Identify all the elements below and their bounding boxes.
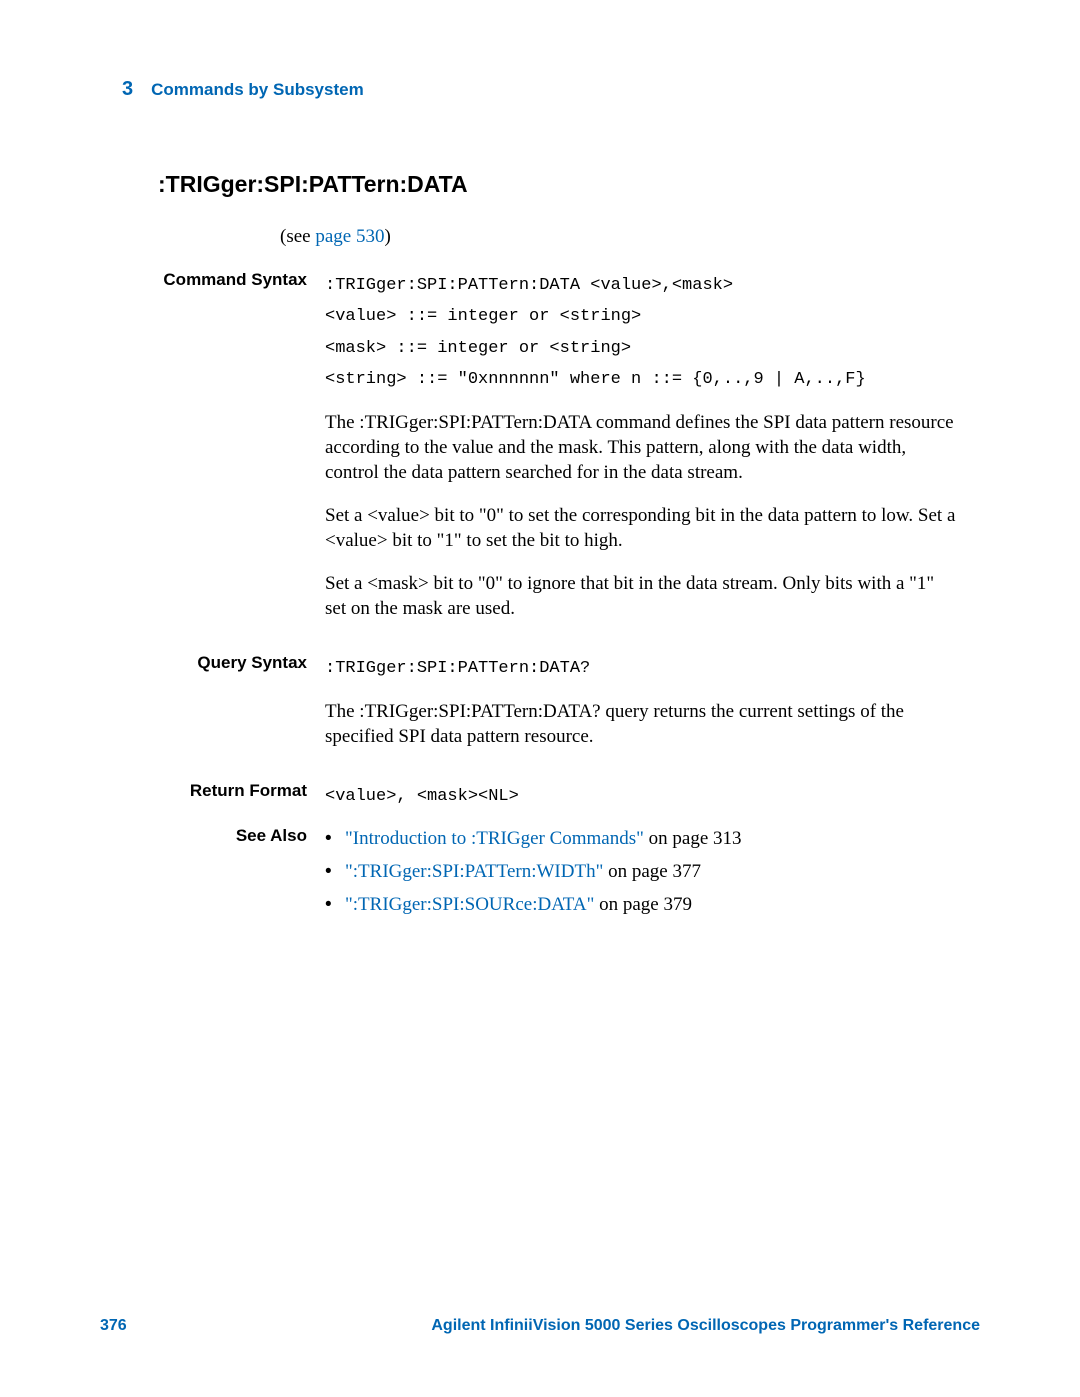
see-also-bullet: • "Introduction to :TRIGger Commands" on…	[325, 826, 960, 851]
page-container: 3 Commands by Subsystem :TRIGger:SPI:PAT…	[0, 0, 1080, 1397]
see-page-reference: (see page 530)	[280, 226, 980, 248]
paragraph-row: The :TRIGger:SPI:PATTern:DATA? query ret…	[100, 699, 980, 767]
see-prefix: (see	[280, 226, 315, 247]
code-line: :TRIGger:SPI:PATTern:DATA?	[325, 653, 960, 684]
see-also-bullet: • ":TRIGger:SPI:PATTern:WIDTh" on page 3…	[325, 859, 960, 884]
body-paragraph: The :TRIGger:SPI:PATTern:DATA? query ret…	[325, 699, 960, 749]
see-also-suffix: on page 379	[594, 894, 692, 915]
see-also-link[interactable]: ":TRIGger:SPI:SOURce:DATA"	[345, 894, 594, 915]
see-suffix: )	[384, 226, 390, 247]
query-syntax-section: Query Syntax :TRIGger:SPI:PATTern:DATA?	[100, 653, 980, 684]
see-page-link[interactable]: page 530	[315, 226, 384, 247]
bullet-icon: •	[325, 892, 345, 917]
body-paragraph: Set a <mask> bit to "0" to ignore that b…	[325, 571, 960, 621]
command-syntax-section: Command Syntax :TRIGger:SPI:PATTern:DATA…	[100, 270, 980, 396]
see-also-suffix: on page 313	[644, 828, 742, 849]
body-paragraph: The :TRIGger:SPI:PATTern:DATA command de…	[325, 410, 960, 485]
code-line: <value>, <mask><NL>	[325, 781, 960, 812]
page-number: 376	[100, 1317, 127, 1335]
page-footer: 376 Agilent InfiniiVision 5000 Series Os…	[100, 1317, 980, 1335]
see-also-section: See Also • "Introduction to :TRIGger Com…	[100, 826, 980, 925]
paragraph-row: The :TRIGger:SPI:PATTern:DATA command de…	[100, 410, 980, 640]
code-line: <value> ::= integer or <string>	[325, 301, 960, 332]
bullet-icon: •	[325, 859, 345, 884]
code-line: :TRIGger:SPI:PATTern:DATA <value>,<mask>	[325, 270, 960, 301]
see-also-link[interactable]: ":TRIGger:SPI:PATTern:WIDTh"	[345, 861, 603, 882]
code-line: <mask> ::= integer or <string>	[325, 333, 960, 364]
page-header: 3 Commands by Subsystem	[122, 78, 980, 101]
return-format-label: Return Format	[100, 781, 325, 812]
footer-doc-title: Agilent InfiniiVision 5000 Series Oscill…	[431, 1317, 980, 1335]
command-syntax-content: :TRIGger:SPI:PATTern:DATA <value>,<mask>…	[325, 270, 980, 396]
command-syntax-label: Command Syntax	[100, 270, 325, 396]
bullet-icon: •	[325, 826, 345, 851]
query-syntax-label: Query Syntax	[100, 653, 325, 684]
body-paragraph: Set a <value> bit to "0" to set the corr…	[325, 503, 960, 553]
see-also-link[interactable]: "Introduction to :TRIGger Commands"	[345, 828, 644, 849]
see-also-label: See Also	[100, 826, 325, 925]
see-also-suffix: on page 377	[603, 861, 701, 882]
chapter-title: Commands by Subsystem	[151, 80, 364, 100]
return-format-section: Return Format <value>, <mask><NL>	[100, 781, 980, 812]
code-line: <string> ::= "0xnnnnnn" where n ::= {0,.…	[325, 364, 960, 395]
chapter-number: 3	[122, 78, 133, 101]
command-title: :TRIGger:SPI:PATTern:DATA	[158, 171, 980, 198]
see-also-bullet: • ":TRIGger:SPI:SOURce:DATA" on page 379	[325, 892, 960, 917]
